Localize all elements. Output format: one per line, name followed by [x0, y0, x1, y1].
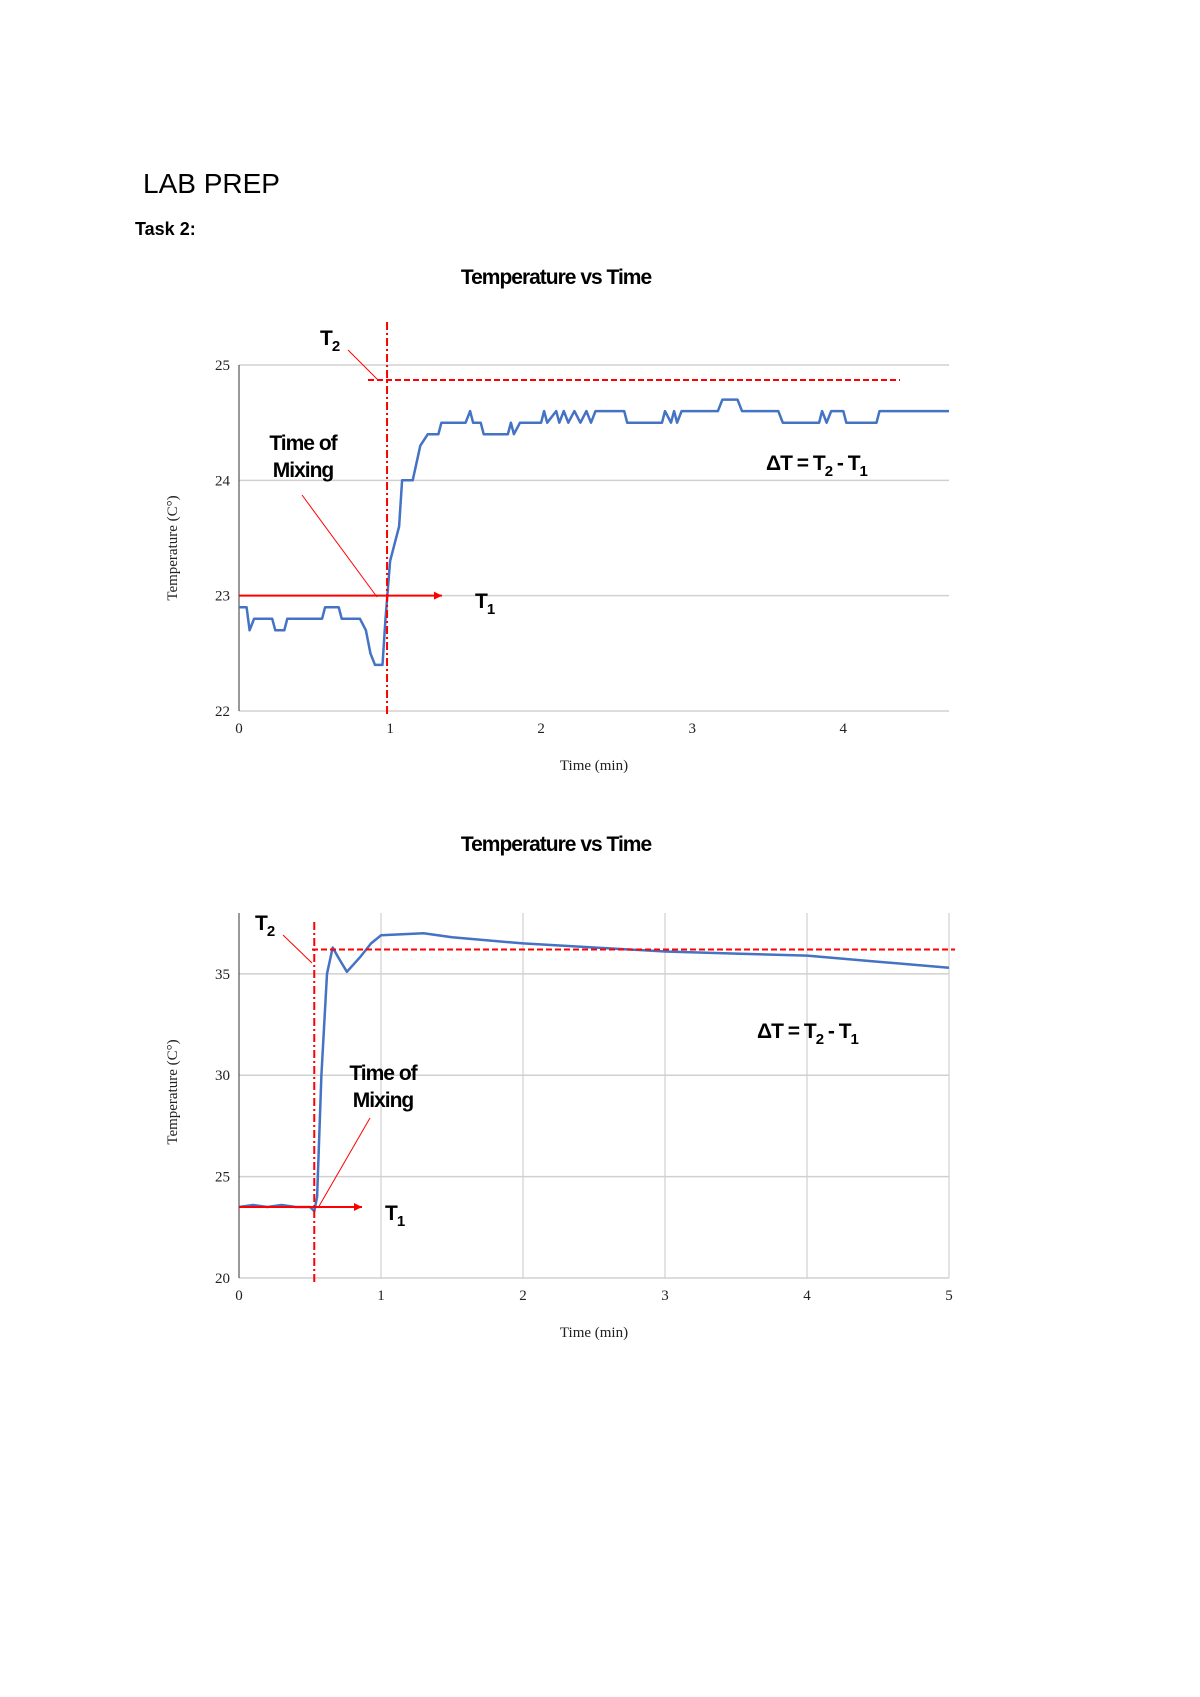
delta-part: ΔT = T — [757, 1020, 817, 1043]
chart-title: Temperature vs Time — [461, 833, 652, 856]
y-tick-label: 35 — [215, 967, 230, 983]
t2-label-main: T — [255, 912, 268, 935]
delta-mid: - T — [832, 452, 861, 475]
delta-t-formula: ΔT = T2 - T1 — [766, 452, 868, 480]
t1-label: T1 — [385, 1202, 405, 1230]
mixing-label-line1: Time of — [269, 432, 338, 455]
task-label: Task 2: — [135, 219, 196, 239]
chart-title: Temperature vs Time — [461, 266, 652, 289]
y-tick-label: 22 — [215, 704, 230, 720]
x-axis-label: Time (min) — [560, 758, 628, 774]
x-tick-label: 1 — [386, 721, 394, 737]
t2-pointer-arrow — [282, 934, 313, 964]
x-tick-label: 2 — [537, 721, 545, 737]
t2-label: T2 — [320, 327, 340, 355]
temperature-series-line — [238, 932, 950, 1213]
chart-2: Temperature vs Time 20 25 30 35 0 1 2 3 4 5 Time (m… — [165, 833, 955, 1341]
x-tick-label: 5 — [945, 1288, 953, 1304]
delta-sub1: 1 — [860, 463, 868, 480]
t1-arrowhead — [354, 1203, 362, 1212]
x-tick-label: 1 — [377, 1288, 385, 1304]
x-tick-label: 2 — [519, 1288, 527, 1304]
x-axis-label: Time (min) — [560, 1325, 628, 1341]
delta-sub1: 1 — [851, 1031, 859, 1048]
y-tick-label: 25 — [215, 1170, 230, 1186]
x-tick-label: 0 — [235, 1288, 243, 1304]
y-axis-label: Temperature (C°) — [165, 495, 181, 600]
delta-mid: - T — [823, 1020, 852, 1043]
temperature-series-line — [239, 398, 949, 667]
page-title: LAB PREP — [143, 168, 280, 199]
y-tick-label: 25 — [215, 358, 230, 374]
t1-label-main: T — [475, 590, 488, 613]
mixing-label-line2: Mixing — [273, 459, 334, 482]
mixing-label-line2: Mixing — [353, 1089, 414, 1112]
mixing-pointer-arrow — [317, 1117, 371, 1209]
x-tick-label: 3 — [688, 721, 696, 737]
x-tick-label: 4 — [840, 721, 848, 737]
t2-label-main: T — [320, 327, 333, 350]
t1-label-sub: 1 — [487, 601, 495, 618]
t1-arrowhead — [434, 591, 442, 600]
y-tick-label: 23 — [215, 589, 230, 605]
y-tick-label: 30 — [215, 1068, 230, 1084]
t2-pointer-arrow — [347, 349, 379, 381]
y-axis-label: Temperature (C°) — [165, 1039, 181, 1144]
t1-label-main: T — [385, 1202, 398, 1225]
x-tick-label: 0 — [235, 721, 243, 737]
mixing-label-line1: Time of — [349, 1062, 418, 1085]
t2-label: T2 — [255, 912, 275, 940]
delta-t-formula: ΔT = T2 - T1 — [757, 1020, 859, 1048]
t1-label-sub: 1 — [397, 1213, 405, 1230]
delta-part: ΔT = T — [766, 452, 826, 475]
t1-label: T1 — [475, 590, 495, 618]
mixing-pointer-arrow — [301, 494, 378, 598]
y-tick-label: 20 — [215, 1271, 230, 1287]
delta-sub2: 2 — [825, 463, 833, 480]
x-tick-label: 4 — [803, 1288, 811, 1304]
x-tick-label: 3 — [661, 1288, 669, 1304]
t2-label-sub: 2 — [332, 338, 340, 355]
delta-sub2: 2 — [816, 1031, 824, 1048]
t2-label-sub: 2 — [267, 923, 275, 940]
y-tick-label: 24 — [215, 473, 231, 489]
